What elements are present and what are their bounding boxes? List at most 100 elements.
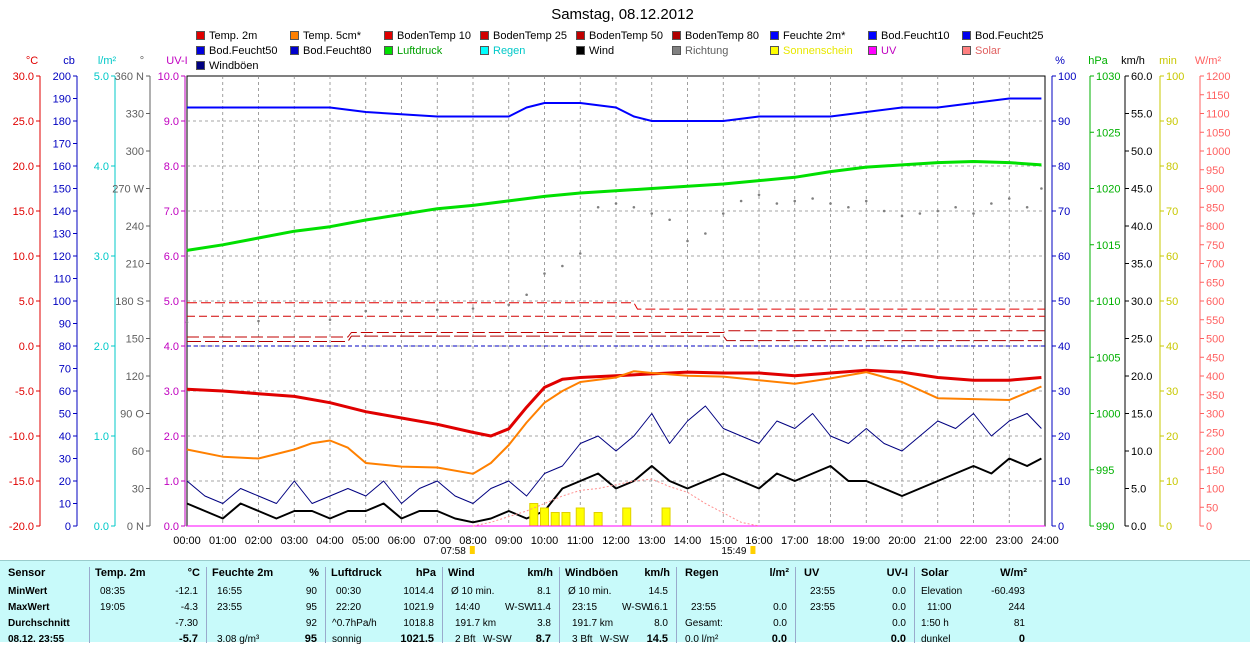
axis-unit-left-1: cb	[63, 55, 75, 67]
rain-total-value: 0.0	[773, 618, 787, 629]
axis-tick-label: -10.0	[9, 431, 34, 443]
legend-item: BodenTemp 50	[576, 30, 663, 43]
axis-tick-label: 55.0	[1131, 109, 1152, 121]
press-max-time: 22:20	[336, 602, 362, 613]
series-point-richtung	[328, 318, 332, 322]
series-point-richtung	[364, 309, 368, 313]
series-point-richtung	[864, 199, 868, 203]
legend-label: Regen	[493, 45, 526, 57]
axis-tick-label: 0.0	[164, 521, 179, 533]
axis-tick-label: 0 N	[127, 521, 144, 533]
axis-tick-label: 120	[126, 371, 144, 383]
series-line-bodentemp-50	[187, 330, 1045, 338]
solar-state: dunkel	[921, 634, 951, 645]
axis-tick-label: 160	[53, 161, 71, 173]
legend-label: Bod.Feucht50	[209, 45, 278, 57]
axis-tick-label: 60	[1058, 251, 1070, 263]
axis-tick-label: 10.0	[158, 71, 179, 83]
gust-avg10-value: 14.5	[648, 586, 668, 597]
stats-col-pressure: Luftdruck hPa 00:30 1014.4 22:20 1021.9 …	[325, 567, 442, 645]
axis-tick-label: 200	[53, 71, 71, 83]
solar-avg-value: 81	[1013, 618, 1025, 629]
axis-unit-left-0: °C	[26, 55, 38, 67]
axis-tick-label: 60	[1166, 251, 1178, 263]
axis-tick-label: 600	[1206, 296, 1224, 308]
legend-swatch	[672, 46, 681, 55]
axis-tick-label: 110	[53, 274, 71, 286]
wind-unit: km/h	[527, 567, 553, 579]
axis-tick-label: 750	[1206, 240, 1224, 252]
axis-tick-label: 9.0	[164, 116, 179, 128]
axis-tick-label: 8.0	[164, 161, 179, 173]
x-tick-label: 08:00	[459, 535, 487, 547]
axis-tick-label: 1000	[1206, 146, 1230, 158]
axis-unit-right-0: %	[1055, 55, 1065, 67]
solar-max-time: 11:00	[927, 602, 952, 613]
solar-header: Solar	[921, 567, 949, 579]
wind-current-dir: W-SW	[483, 634, 512, 645]
x-tick-label: 07:00	[423, 535, 451, 547]
x-tick-label: 12:00	[602, 535, 630, 547]
series-line-temp-5cm-	[186, 370, 1042, 475]
axis-tick-label: 50.0	[1131, 146, 1152, 158]
sunrise-marker	[469, 546, 475, 554]
axis-tick-label: 30.0	[13, 71, 34, 83]
axis-tick-label: 120	[53, 251, 71, 263]
legend-item: Sonnenschein	[770, 45, 853, 58]
axis-tick-label: 1010	[1096, 296, 1120, 308]
x-tick-label: 03:00	[280, 535, 308, 547]
series-point-richtung	[578, 252, 582, 255]
series-bar-sonnenschein	[550, 512, 560, 527]
axis-tick-label: 4.0	[164, 341, 179, 353]
axis-tick-label: 30	[1166, 386, 1178, 398]
series-point-richtung	[739, 199, 743, 203]
wind-current-value: 8.7	[535, 633, 551, 645]
legend-swatch	[480, 31, 489, 40]
axis-tick-label: 900	[1206, 184, 1224, 196]
legend-item: Bod.Feucht50	[196, 45, 278, 58]
rain-max-time: 23:55	[691, 602, 717, 613]
axis-tick-label: 90	[59, 319, 71, 331]
weather-chart: 00:00 01:00 02:00 03:00 04:00 05:00 06:00 07:00…	[9, 55, 1231, 557]
chart-title: Samstag, 08.12.2012	[551, 6, 694, 23]
legend-label: Richtung	[685, 45, 729, 57]
hum-max-value: 95	[305, 602, 317, 613]
legend-label: Solar	[975, 45, 1001, 57]
stats-col-temp: Temp. 2m °C 08:35 -12.1 19:05 -4.3 -7.30…	[89, 567, 206, 645]
wind-avg-label: Ø 10 min.	[451, 586, 495, 597]
temp-max-time: 19:05	[100, 602, 126, 613]
uv-avg-value: 0.0	[892, 618, 906, 629]
axis-tick-label: 60.0	[1131, 71, 1152, 83]
axis-tick-label: 0.0	[94, 521, 109, 533]
axis-tick-label: -5.0	[15, 386, 34, 398]
series-point-richtung	[525, 293, 528, 297]
axis-tick-label: 1020	[1096, 184, 1120, 196]
wind-distance: 191.7 km	[455, 618, 497, 629]
legend-item: Luftdruck	[384, 45, 442, 58]
axis-unit-left-2: l/m²	[98, 55, 117, 67]
press-avg-value: 1018.8	[403, 618, 434, 629]
axis-tick-label: 3.0	[94, 251, 109, 263]
series-bar-sonnenschein	[661, 507, 671, 527]
series-point-richtung	[596, 205, 600, 209]
legend-item: Bod.Feucht10	[868, 30, 950, 43]
legend-swatch	[770, 31, 779, 40]
axis-tick-label: 1015	[1096, 240, 1120, 252]
series-point-richtung	[257, 319, 260, 323]
gust-avg-value: 8.0	[654, 618, 668, 629]
axis-tick-label: 5.0	[164, 296, 179, 308]
legend-swatch	[384, 31, 393, 40]
hum-min-time: 16:55	[217, 586, 243, 597]
x-tick-label: 22:00	[960, 535, 988, 547]
stats-col-rain: Regen l/m² 23:55 0.0 Gesamt: 0.0 0.0 l/m…	[676, 567, 795, 645]
series-point-richtung	[811, 197, 814, 200]
axis-tick-label: 330	[126, 109, 144, 121]
axis-tick-label: 180 S	[115, 296, 144, 308]
x-tick-label: 23:00	[995, 535, 1023, 547]
axis-tick-label: 500	[1206, 334, 1224, 346]
axis-tick-label: 1000	[1096, 409, 1120, 421]
legend-label: Sonnenschein	[783, 45, 853, 57]
legend-swatch	[868, 46, 877, 55]
gust-max-time: 23:15	[572, 602, 598, 613]
legend-item: UV	[868, 45, 896, 58]
